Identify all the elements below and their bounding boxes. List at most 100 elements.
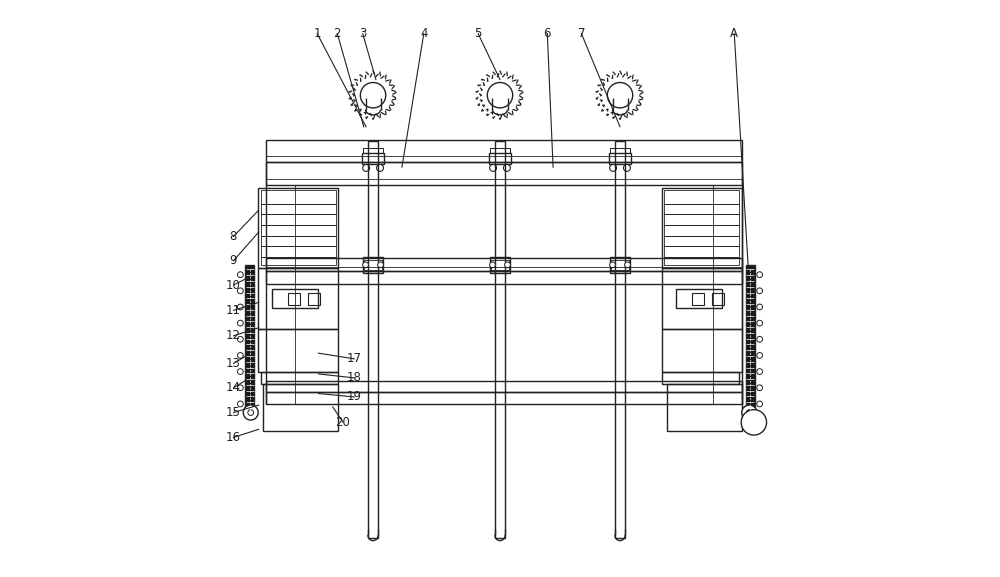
Bar [261,372,338,384]
Circle shape [757,320,763,326]
Circle shape [237,320,243,326]
Bar [615,141,625,538]
Circle shape [237,272,243,278]
Bar [662,372,739,384]
Circle shape [742,405,757,420]
Circle shape [503,164,510,171]
Text: 15: 15 [226,406,241,419]
Circle shape [757,336,763,342]
Text: 5: 5 [474,27,482,40]
Text: 1: 1 [313,27,321,40]
Circle shape [237,369,243,374]
Text: 2: 2 [334,27,341,40]
Circle shape [741,410,767,435]
Bar [662,329,742,372]
Bar [667,384,742,431]
Text: 12: 12 [226,329,241,342]
Text: 10: 10 [226,279,241,291]
Bar [266,162,742,185]
Circle shape [757,353,763,358]
Bar [692,293,704,305]
Bar [245,265,254,413]
Circle shape [505,262,510,268]
Bar [489,153,511,164]
Text: 16: 16 [226,431,241,444]
Text: 11: 11 [226,304,241,317]
Circle shape [623,164,630,171]
Circle shape [487,83,513,108]
Bar [363,257,383,273]
Circle shape [237,336,243,342]
Circle shape [248,410,254,415]
Circle shape [757,385,763,391]
Circle shape [360,83,386,108]
Circle shape [363,262,368,268]
Bar [662,268,742,329]
Text: 14: 14 [226,381,241,394]
Bar [261,190,336,265]
Text: 6: 6 [544,27,551,40]
Bar [258,188,338,268]
Circle shape [610,262,615,268]
Bar [490,148,510,153]
Circle shape [610,164,617,171]
Bar [368,141,378,538]
Text: 20: 20 [336,416,350,429]
Bar [609,153,631,164]
Bar [664,190,739,265]
Circle shape [237,288,243,294]
Text: 19: 19 [347,391,362,403]
Circle shape [363,164,370,171]
Bar [266,381,742,392]
Text: A: A [730,27,738,40]
Bar [495,141,505,538]
Circle shape [237,385,243,391]
Text: 4: 4 [420,27,428,40]
Circle shape [757,272,763,278]
Bar [712,293,724,305]
Circle shape [757,304,763,310]
Circle shape [237,401,243,407]
Bar [676,290,722,308]
Bar [266,392,742,404]
Text: 9: 9 [230,254,237,267]
Circle shape [243,405,258,420]
Text: 17: 17 [347,353,362,365]
Bar [258,329,338,372]
Circle shape [607,83,633,108]
Bar [364,260,382,270]
Circle shape [237,353,243,358]
Circle shape [746,410,752,415]
Bar [266,140,742,162]
Bar [263,384,338,431]
Text: 7: 7 [578,27,585,40]
Bar [362,153,384,164]
Text: 13: 13 [226,357,241,370]
Circle shape [757,369,763,374]
Bar [610,257,630,273]
Circle shape [490,164,497,171]
Circle shape [237,304,243,310]
Bar [266,271,742,284]
Circle shape [378,262,383,268]
Bar [610,148,630,153]
Circle shape [490,262,495,268]
Text: 18: 18 [347,372,362,384]
Bar [266,258,742,271]
Bar [363,148,383,153]
Bar [308,293,320,305]
Circle shape [625,262,630,268]
Bar [490,257,510,273]
Circle shape [757,288,763,294]
Text: 3: 3 [359,27,366,40]
Text: 8: 8 [230,230,237,243]
Circle shape [757,401,763,407]
Bar [746,265,755,413]
Bar [611,260,629,270]
Circle shape [377,164,383,171]
Bar [491,260,509,270]
Bar [258,268,338,329]
Bar [662,188,742,268]
Bar [288,293,300,305]
Bar [272,290,318,308]
